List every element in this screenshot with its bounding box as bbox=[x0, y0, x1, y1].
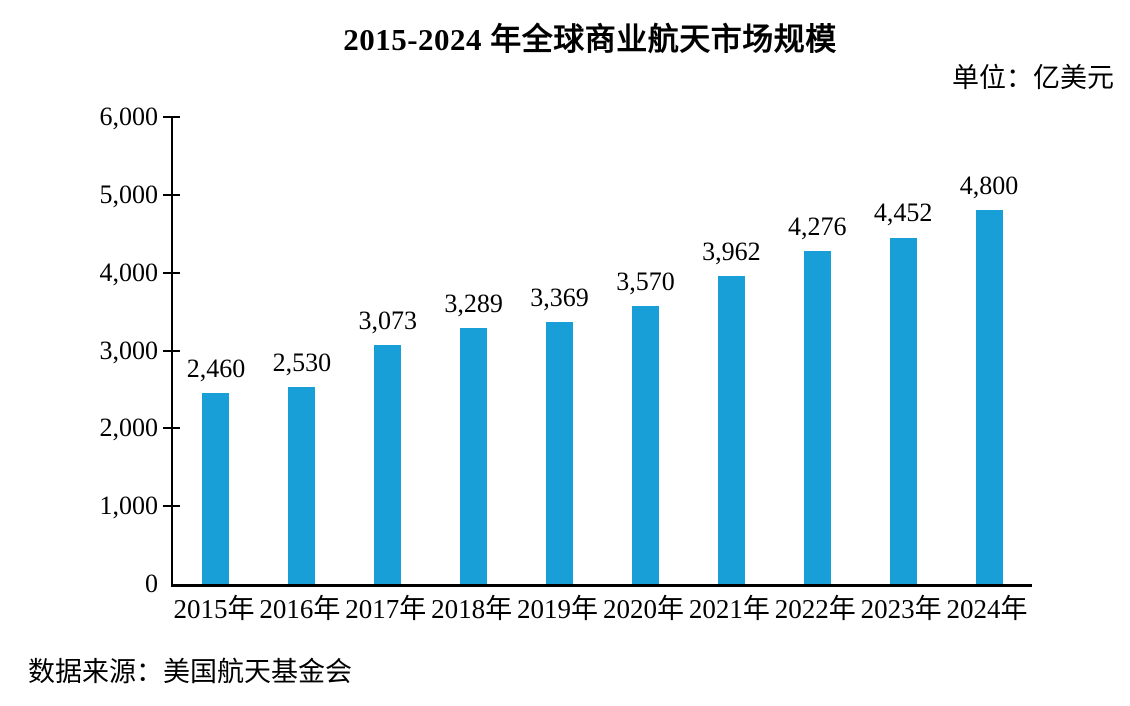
bar-value-label: 3,369 bbox=[530, 282, 589, 312]
bar-value-label: 3,570 bbox=[616, 267, 675, 297]
x-tick-label: 2015年 bbox=[173, 594, 255, 624]
bar-value-label: 4,800 bbox=[959, 171, 1019, 201]
bar-value-label: 2,530 bbox=[272, 348, 332, 378]
bar-2019年 bbox=[546, 321, 574, 584]
y-axis-tick bbox=[163, 116, 180, 118]
y-tick-label: 3,000 bbox=[99, 335, 159, 365]
y-axis-tick bbox=[163, 271, 180, 274]
y-tick-label: 4,000 bbox=[99, 257, 159, 287]
bar-2020年 bbox=[631, 306, 659, 584]
x-tick-label: 2024年 bbox=[946, 594, 1028, 624]
bar-value-label: 4,452 bbox=[873, 198, 933, 228]
source-label: 数据来源：美国航天基金会 bbox=[28, 657, 352, 687]
plot-area: 2,460 2,530 3,073 3,289 3,369 3,570 3,962 4,276… bbox=[163, 116, 1032, 587]
y-tick-label: 6,000 bbox=[99, 102, 159, 131]
bar-value-label: 4,276 bbox=[788, 212, 847, 242]
bar-2022年 bbox=[803, 251, 831, 584]
y-tick-label: 0 bbox=[145, 569, 158, 598]
bar-value-label: 2,460 bbox=[186, 353, 246, 383]
x-tick-label: 2016年 bbox=[259, 594, 341, 624]
y-axis-labels: 0 1,000 2,000 3,000 4,000 5,000 6,000 bbox=[0, 102, 159, 598]
bar-value-label: 3,289 bbox=[444, 289, 503, 318]
x-tick-label: 2020年 bbox=[602, 594, 684, 624]
bar-2018年 bbox=[460, 328, 488, 584]
bar-2015年 bbox=[202, 392, 230, 584]
bar-2017年 bbox=[374, 344, 402, 584]
bar-2023年 bbox=[889, 237, 917, 584]
y-axis-tick bbox=[163, 193, 180, 196]
x-tick-label: 2017年 bbox=[345, 594, 427, 624]
x-tick-label: 2019年 bbox=[517, 594, 599, 624]
x-tick-label: 2022年 bbox=[774, 594, 856, 624]
x-tick-label: 2018年 bbox=[431, 594, 513, 624]
y-tick-label: 1,000 bbox=[99, 491, 159, 521]
y-axis-tick bbox=[163, 505, 180, 508]
unit-label: 单位：亿美元 bbox=[952, 63, 1114, 93]
y-tick-label: 5,000 bbox=[99, 179, 159, 209]
x-axis-labels: 2015年 2016年 2017年 2018年 2019年 2020年 2021年 2022年… bbox=[171, 594, 1030, 628]
bar-value-label: 3,962 bbox=[702, 236, 761, 266]
bar-2021年 bbox=[717, 275, 745, 584]
chart-title: 2015-2024 年全球商业航天市场规模 bbox=[343, 22, 837, 57]
y-axis-tick bbox=[163, 349, 180, 352]
x-tick-label: 2021年 bbox=[688, 594, 770, 624]
y-tick-label: 2,000 bbox=[99, 413, 159, 443]
y-axis-tick bbox=[163, 427, 180, 430]
x-tick-label: 2023年 bbox=[860, 594, 942, 624]
bar-2016年 bbox=[288, 387, 316, 584]
bar-value-label: 3,073 bbox=[358, 305, 418, 335]
bar-2024年 bbox=[975, 210, 1003, 584]
